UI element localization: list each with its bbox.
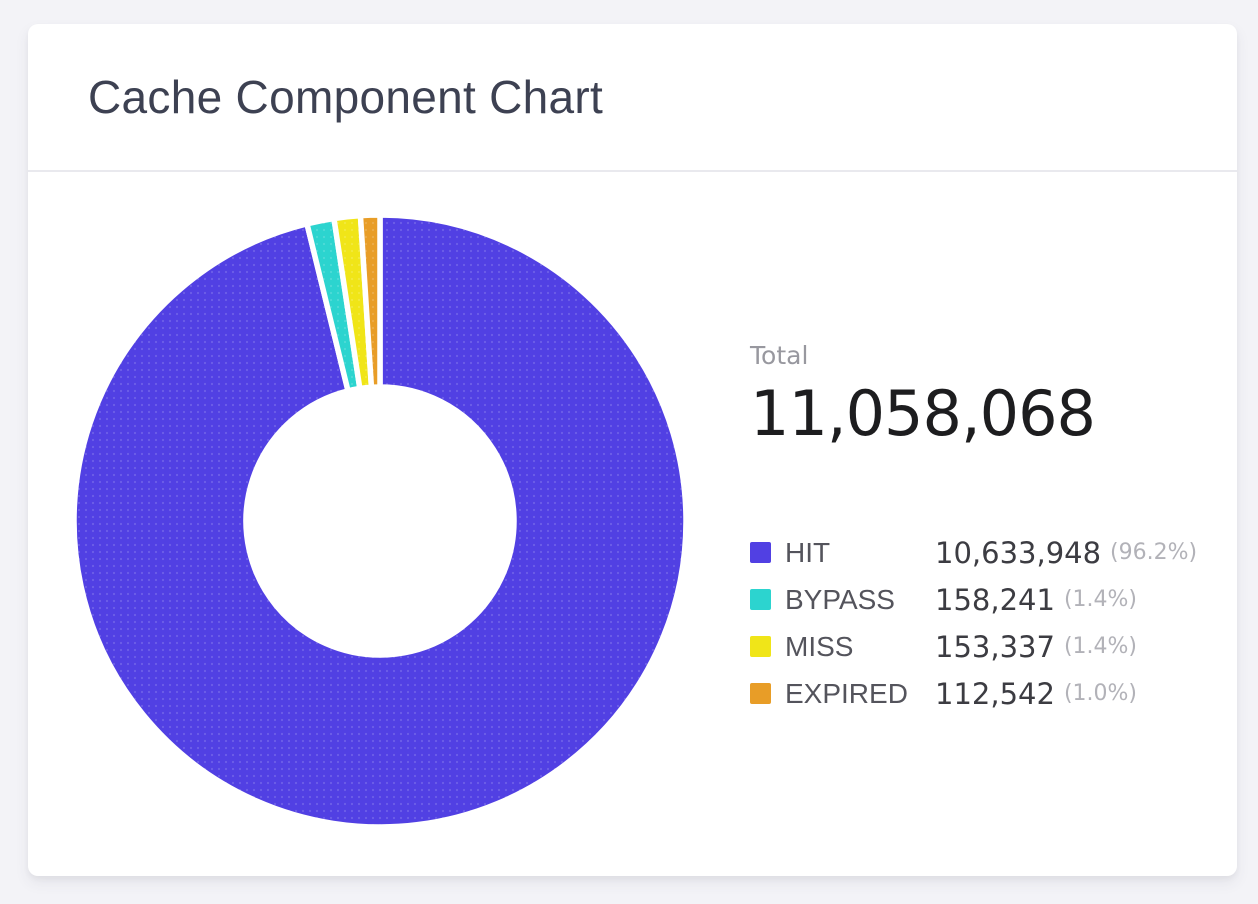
legend-value: 158,241 bbox=[935, 582, 1055, 617]
legend-row-miss[interactable]: MISS 153,337 (1.4%) bbox=[750, 623, 1210, 670]
legend-percent: (96.2%) bbox=[1110, 540, 1198, 565]
legend-value: 112,542 bbox=[935, 676, 1055, 711]
legend-label: HIT bbox=[785, 536, 831, 568]
legend-swatch-expired bbox=[750, 683, 771, 704]
legend-swatch-miss bbox=[750, 636, 771, 657]
legend-swatch-hit bbox=[750, 542, 771, 563]
legend-label: MISS bbox=[785, 630, 854, 662]
legend-value: 10,633,948 bbox=[935, 535, 1102, 570]
legend-percent: (1.0%) bbox=[1063, 681, 1137, 706]
legend-label: BYPASS bbox=[785, 583, 895, 615]
legend-percent: (1.4%) bbox=[1063, 587, 1137, 612]
cache-component-card: Cache Component Chart Total 11,058,068 H… bbox=[28, 24, 1237, 876]
card-header: Cache Component Chart bbox=[28, 24, 1237, 172]
legend-value: 153,337 bbox=[935, 629, 1055, 664]
legend-row-hit[interactable]: HIT 10,633,948 (96.2%) bbox=[750, 529, 1210, 576]
total-label: Total bbox=[750, 341, 809, 370]
chart-area: Total 11,058,068 HIT 10,633,948 (96.2%) BYP… bbox=[28, 172, 1237, 872]
legend-label: EXPIRED bbox=[785, 677, 908, 709]
totals-panel: Total 11,058,068 HIT 10,633,948 (96.2%) BYP… bbox=[750, 340, 1210, 717]
legend-swatch-bypass bbox=[750, 589, 771, 610]
total-value: 11,058,068 bbox=[750, 377, 1096, 450]
donut-chart[interactable] bbox=[28, 172, 732, 872]
legend-row-expired[interactable]: EXPIRED 112,542 (1.0%) bbox=[750, 670, 1210, 717]
legend-row-bypass[interactable]: BYPASS 158,241 (1.4%) bbox=[750, 576, 1210, 623]
legend-percent: (1.4%) bbox=[1063, 634, 1137, 659]
card-title: Cache Component Chart bbox=[88, 71, 604, 123]
legend: HIT 10,633,948 (96.2%) BYPASS 158,241 (1.4%) M… bbox=[750, 529, 1210, 717]
